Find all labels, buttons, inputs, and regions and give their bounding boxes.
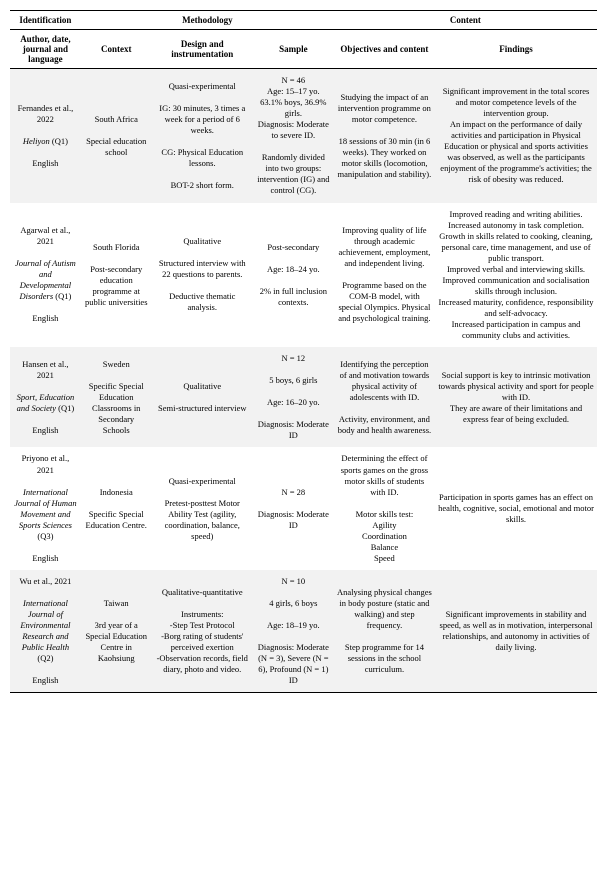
cell-author: Wu et al., 2021International Journal of …: [10, 570, 81, 693]
cell-objectives: Determining the effect of sports games o…: [334, 447, 435, 569]
cell-sample: N = 125 boys, 6 girlsAge: 16–20 yo.Diagn…: [253, 347, 334, 447]
header-content: Content: [334, 11, 597, 30]
cell-context: South AfricaSpecial education school: [81, 69, 152, 203]
col-design: Design and instrumentation: [152, 30, 253, 69]
cell-context: SwedenSpecific Special Education Classro…: [81, 347, 152, 447]
table-body: Fernandes et al., 2022Heliyon (Q1)Englis…: [10, 69, 597, 693]
cell-objectives: Analysing physical changes in body postu…: [334, 570, 435, 693]
cell-context: IndonesiaSpecific Special Education Cent…: [81, 447, 152, 569]
col-author: Author, date, journal and language: [10, 30, 81, 69]
cell-findings: Significant improvement in the total sco…: [435, 69, 597, 203]
table-row: Fernandes et al., 2022Heliyon (Q1)Englis…: [10, 69, 597, 203]
cell-design: Qualitative-quantitativeInstruments:-Ste…: [152, 570, 253, 693]
cell-findings: Significant improvements in stability an…: [435, 570, 597, 693]
studies-table: Identification Methodology Content Autho…: [10, 10, 597, 693]
cell-context: South FloridaPost-secondary education pr…: [81, 203, 152, 348]
col-objectives: Objectives and content: [334, 30, 435, 69]
cell-context: Taiwan3rd year of a Special Education Ce…: [81, 570, 152, 693]
table-row: Wu et al., 2021International Journal of …: [10, 570, 597, 693]
cell-findings: Social support is key to intrinsic motiv…: [435, 347, 597, 447]
cell-author: Fernandes et al., 2022Heliyon (Q1)Englis…: [10, 69, 81, 203]
header-methodology: Methodology: [81, 11, 334, 30]
cell-design: Quasi-experimentalIG: 30 minutes, 3 time…: [152, 69, 253, 203]
header-identification: Identification: [10, 11, 81, 30]
header-columns-row: Author, date, journal and language Conte…: [10, 30, 597, 69]
cell-design: Quasi-experimentalPretest-posttest Motor…: [152, 447, 253, 569]
table-row: Hansen et al., 2021Sport, Education and …: [10, 347, 597, 447]
cell-sample: Post-secondaryAge: 18–24 yo.2% in full i…: [253, 203, 334, 348]
table-row: Priyono et al., 2021International Journa…: [10, 447, 597, 569]
cell-sample: N = 28Diagnosis: Moderate ID: [253, 447, 334, 569]
cell-author: Hansen et al., 2021Sport, Education and …: [10, 347, 81, 447]
cell-author: Priyono et al., 2021International Journa…: [10, 447, 81, 569]
col-context: Context: [81, 30, 152, 69]
table-row: Agarwal et al., 2021Journal of Autism an…: [10, 203, 597, 348]
cell-design: QualitativeSemi-structured interview: [152, 347, 253, 447]
cell-objectives: Improving quality of life through academ…: [334, 203, 435, 348]
cell-sample: N = 46Age: 15–17 yo.63.1% boys, 36.9% gi…: [253, 69, 334, 203]
cell-author: Agarwal et al., 2021Journal of Autism an…: [10, 203, 81, 348]
cell-sample: N = 104 girls, 6 boysAge: 18–19 yo.Diagn…: [253, 570, 334, 693]
cell-findings: Improved reading and writing abilities.I…: [435, 203, 597, 348]
cell-design: QualitativeStructured interview with 22 …: [152, 203, 253, 348]
cell-objectives: Studying the impact of an intervention p…: [334, 69, 435, 203]
cell-findings: Participation in sports games has an eff…: [435, 447, 597, 569]
col-findings: Findings: [435, 30, 597, 69]
header-group-row: Identification Methodology Content: [10, 11, 597, 30]
cell-objectives: Identifying the perception of and motiva…: [334, 347, 435, 447]
col-sample: Sample: [253, 30, 334, 69]
